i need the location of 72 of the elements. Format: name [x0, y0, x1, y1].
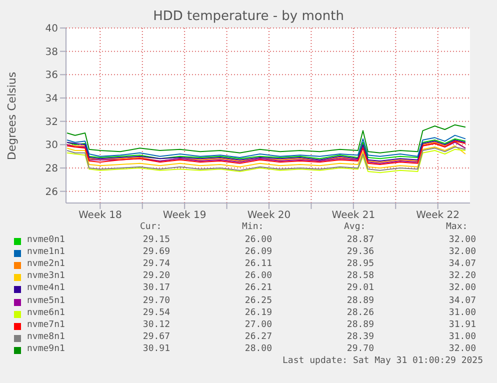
- y-tick-label: 38: [45, 46, 58, 58]
- legend-label: nvme4n1: [27, 283, 65, 294]
- text: 29.69: [142, 247, 170, 258]
- text: 29.70: [142, 296, 170, 306]
- text: 26.09: [244, 247, 272, 258]
- text: 28.95: [346, 259, 374, 270]
- text: 26.00: [244, 271, 272, 282]
- y-tick-label: 30: [45, 140, 58, 152]
- y-axis-title: Degrees Celsius: [6, 72, 18, 160]
- legend-label: nvme1n1: [27, 247, 65, 258]
- y-tick-label: 34: [45, 94, 58, 105]
- text: 26.21: [244, 283, 272, 294]
- text: 29.70: [346, 344, 374, 354]
- text: Min:: [242, 222, 264, 232]
- line-series: [66, 124, 466, 154]
- text: Cur:: [140, 222, 162, 232]
- y-tick-label: 36: [45, 70, 58, 82]
- text: 31.91: [448, 320, 476, 330]
- text: Max:: [446, 222, 468, 232]
- legend-label: nvme9n1: [27, 344, 65, 354]
- y-tick-label: 40: [45, 24, 58, 35]
- legend-label: nvme2n1: [27, 259, 65, 270]
- y-tick-label: 32: [45, 116, 58, 128]
- text: 34.07: [448, 259, 476, 270]
- text: Last update: Sat May 31 01:00:29 2025: [282, 356, 483, 366]
- text: 29.20: [142, 271, 170, 282]
- text: 28.39: [346, 332, 374, 342]
- text: 28.26: [346, 308, 374, 318]
- legend-label: nvme0n1: [27, 235, 65, 245]
- text: 30.17: [142, 283, 170, 294]
- line-series: [66, 134, 466, 158]
- text: 32.00: [448, 235, 476, 245]
- text: 31.00: [448, 332, 476, 342]
- text: 29.74: [142, 259, 170, 270]
- text: 31.00: [448, 308, 476, 318]
- text: 32.20: [448, 271, 476, 282]
- text: 30.12: [142, 320, 170, 330]
- text: 29.67: [142, 332, 170, 342]
- x-tick-label: Week 20: [247, 210, 291, 222]
- legend-label: nvme8n1: [27, 332, 65, 342]
- text: 29.36: [346, 247, 374, 258]
- text: 26.27: [244, 332, 272, 342]
- text: 27.00: [244, 320, 272, 330]
- text: 29.54: [142, 308, 170, 318]
- text: 28.00: [244, 344, 272, 354]
- y-tick-label: 26: [45, 186, 58, 198]
- x-tick-label: Week 21: [332, 210, 376, 222]
- text: 28.87: [346, 235, 374, 245]
- text: 29.01: [346, 283, 374, 294]
- text: 34.07: [448, 296, 476, 306]
- text: 28.89: [346, 296, 374, 306]
- x-tick-label: Week 22: [416, 210, 460, 222]
- text: 30.91: [142, 344, 170, 354]
- text: 26.25: [244, 296, 272, 306]
- text: 32.00: [448, 247, 476, 258]
- text: 32.00: [448, 283, 476, 294]
- text: 28.89: [346, 320, 374, 330]
- chart-title: HDD temperature - by month: [152, 9, 345, 24]
- legend-label: nvme7n1: [27, 320, 65, 330]
- text: 26.00: [244, 235, 272, 245]
- text: 29.15: [142, 235, 170, 245]
- legend-label: nvme5n1: [27, 296, 65, 306]
- text: 26.19: [244, 308, 272, 318]
- text: 26.11: [244, 259, 272, 270]
- x-tick-label: Week 18: [78, 210, 122, 222]
- y-tick-label: 28: [45, 164, 58, 175]
- text: 28.58: [346, 271, 374, 282]
- legend-label: nvme6n1: [27, 308, 65, 318]
- x-tick-label: Week 19: [162, 210, 206, 222]
- text: 32.00: [448, 344, 476, 354]
- legend-label: nvme3n1: [27, 271, 65, 282]
- text: Avg:: [344, 222, 366, 232]
